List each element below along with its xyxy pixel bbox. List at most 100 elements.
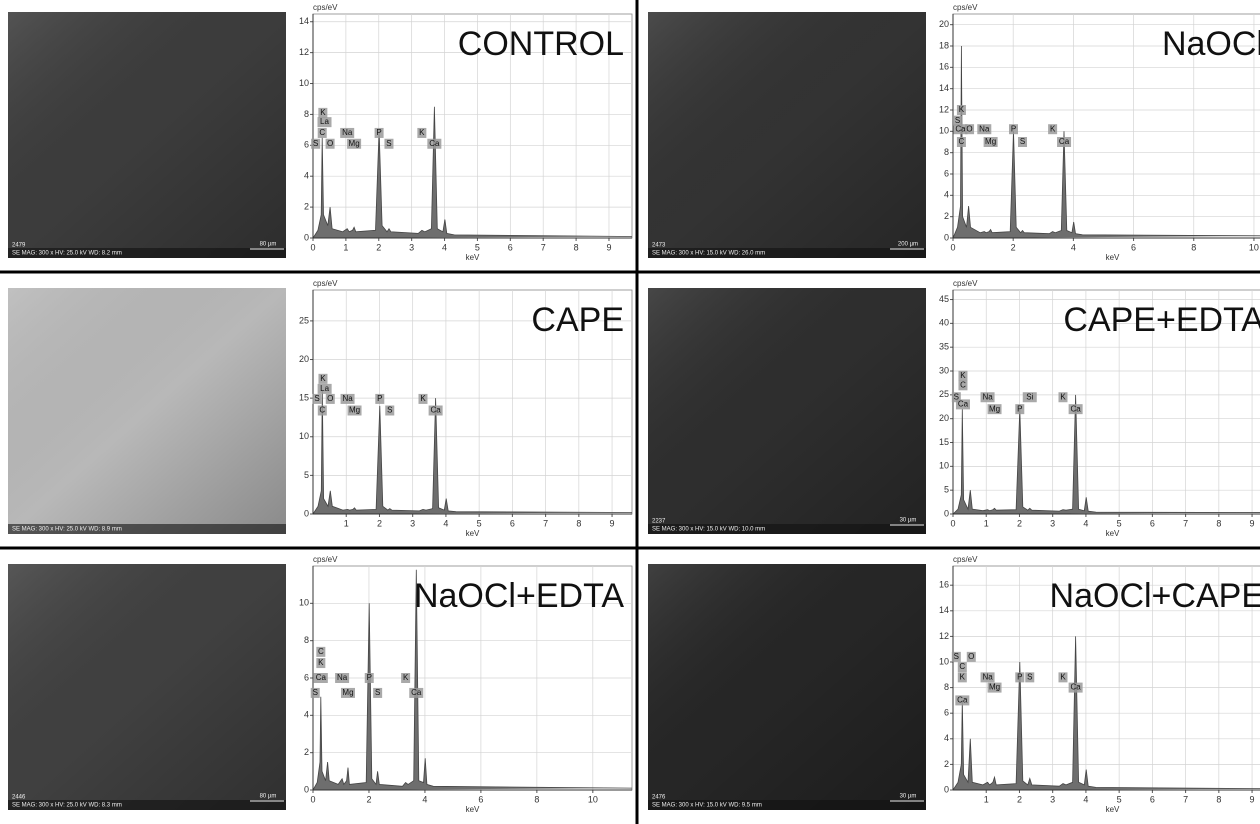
y-tick-label: 25 xyxy=(939,389,949,399)
y-tick-label: 14 xyxy=(939,605,949,615)
y-tick-label: 20 xyxy=(939,19,949,29)
element-label: O xyxy=(966,124,972,133)
element-label: C xyxy=(319,128,325,137)
sem-image-shade xyxy=(648,288,926,534)
x-tick-label: 7 xyxy=(1183,518,1188,528)
x-tick-label: 8 xyxy=(1191,242,1196,252)
element-label: S xyxy=(1027,672,1032,681)
element-label: Mg xyxy=(989,683,1000,692)
element-label: Ca xyxy=(955,124,966,133)
y-tick-label: 5 xyxy=(304,470,309,480)
sem-scale: 80 µm xyxy=(260,794,277,800)
sem-info: SE MAG: 300 x HV: 15.0 kV WD: 9.5 mm xyxy=(652,803,762,809)
element-label: Mg xyxy=(349,406,360,415)
x-tick-label: 4 xyxy=(442,242,447,252)
sem-id: 2237 xyxy=(652,519,666,525)
x-tick-label: 4 xyxy=(1083,518,1088,528)
element-label: C xyxy=(959,137,965,146)
sem-id: 2479 xyxy=(12,243,26,249)
x-tick-label: 4 xyxy=(1071,242,1076,252)
element-label: K xyxy=(419,128,425,137)
panel-title: CAPE xyxy=(531,301,624,339)
y-tick-label: 6 xyxy=(304,140,309,150)
y-axis-label: cps/eV xyxy=(953,555,978,564)
x-axis-label: keV xyxy=(466,805,480,814)
figure: 2479SE MAG: 300 x HV: 25.0 kV WD: 8.2 mm… xyxy=(0,0,1260,824)
x-tick-label: 0 xyxy=(950,518,955,528)
sem-image-shade xyxy=(8,12,286,258)
x-axis-label: keV xyxy=(1106,529,1120,538)
x-tick-label: 6 xyxy=(1150,794,1155,804)
x-tick-label: 4 xyxy=(1083,794,1088,804)
element-label: Ca xyxy=(316,673,327,682)
element-label: K xyxy=(318,658,324,667)
element-label: S xyxy=(386,139,391,148)
y-axis-label: cps/eV xyxy=(313,555,338,564)
y-tick-label: 0 xyxy=(304,508,309,518)
x-tick-label: 8 xyxy=(1216,518,1221,528)
y-tick-label: 6 xyxy=(944,708,949,718)
element-label: K xyxy=(403,673,409,682)
x-tick-label: 5 xyxy=(1117,518,1122,528)
y-axis-label: cps/eV xyxy=(313,279,338,288)
sem-scale: 30 µm xyxy=(900,518,917,524)
x-axis-label: keV xyxy=(1106,253,1120,262)
element-label: C xyxy=(319,406,325,415)
element-label: Na xyxy=(982,392,993,401)
y-tick-label: 20 xyxy=(299,354,309,364)
x-tick-label: 1 xyxy=(343,242,348,252)
x-tick-label: 2 xyxy=(377,518,382,528)
y-tick-label: 20 xyxy=(939,413,949,423)
y-tick-label: 0 xyxy=(944,508,949,518)
y-tick-label: 8 xyxy=(944,682,949,692)
x-tick-label: 6 xyxy=(508,242,513,252)
y-tick-label: 14 xyxy=(299,16,309,26)
x-tick-label: 8 xyxy=(574,242,579,252)
y-tick-label: 0 xyxy=(944,232,949,242)
element-label: K xyxy=(320,108,326,117)
sem-scale: 200 µm xyxy=(898,242,918,248)
element-label: K xyxy=(1050,124,1056,133)
y-tick-label: 10 xyxy=(939,461,949,471)
element-label: K xyxy=(959,105,965,114)
x-tick-label: 2 xyxy=(366,794,371,804)
x-tick-label: 6 xyxy=(1150,518,1155,528)
y-tick-label: 2 xyxy=(304,747,309,757)
element-label: Si xyxy=(1026,392,1033,401)
x-tick-label: 10 xyxy=(1249,242,1259,252)
y-axis-label: cps/eV xyxy=(953,3,978,12)
x-tick-label: 0 xyxy=(310,242,315,252)
y-tick-label: 16 xyxy=(939,580,949,590)
element-label: K xyxy=(960,672,966,681)
y-tick-label: 40 xyxy=(939,318,949,328)
element-label: P xyxy=(377,394,382,403)
element-label: P xyxy=(1017,672,1022,681)
y-axis-label: cps/eV xyxy=(953,279,978,288)
element-label: K xyxy=(420,394,426,403)
x-tick-label: 6 xyxy=(478,794,483,804)
y-tick-label: 4 xyxy=(944,733,949,743)
element-label: Na xyxy=(982,672,993,681)
y-tick-label: 8 xyxy=(304,109,309,119)
element-label: S xyxy=(954,652,959,661)
y-tick-label: 10 xyxy=(299,598,309,608)
element-label: Mg xyxy=(989,404,1000,413)
y-tick-label: 16 xyxy=(939,62,949,72)
element-label: S xyxy=(314,394,319,403)
y-tick-label: 15 xyxy=(939,437,949,447)
element-label: O xyxy=(968,652,974,661)
element-label: S xyxy=(375,688,380,697)
sem-image-shade xyxy=(648,12,926,258)
element-label: Na xyxy=(342,128,353,137)
x-tick-label: 9 xyxy=(610,518,615,528)
y-tick-label: 10 xyxy=(939,126,949,136)
y-tick-label: 12 xyxy=(299,47,309,57)
element-label: Ca xyxy=(411,688,422,697)
sem-image-shade xyxy=(8,288,286,534)
y-tick-label: 35 xyxy=(939,342,949,352)
y-tick-label: 4 xyxy=(304,171,309,181)
panel-title: NaOCl xyxy=(1162,25,1260,63)
sem-info: SE MAG: 300 x HV: 15.0 kV WD: 26.0 mm xyxy=(652,251,765,257)
x-tick-label: 1 xyxy=(984,794,989,804)
y-tick-label: 30 xyxy=(939,365,949,375)
